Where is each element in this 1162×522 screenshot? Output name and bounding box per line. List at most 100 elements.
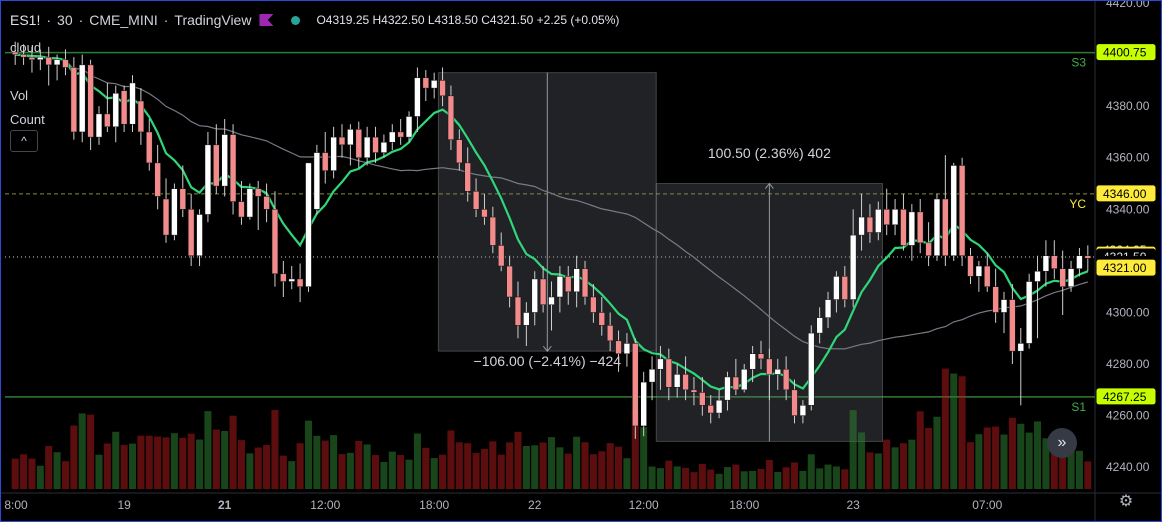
candle-body — [389, 131, 396, 143]
candle-body — [87, 64, 94, 138]
volume-bar — [514, 431, 522, 489]
candle-body — [967, 255, 974, 277]
measure-label: 100.50 (2.36%) 402 — [708, 145, 831, 161]
candle-body — [162, 198, 170, 236]
candle-body — [28, 56, 36, 60]
candle-body — [808, 332, 815, 406]
volume-bar — [45, 446, 53, 489]
volume-bar — [648, 466, 656, 489]
volume-bar — [1008, 417, 1016, 489]
volume-bar — [1025, 432, 1033, 489]
volume-bar — [891, 447, 899, 489]
volume-bar — [841, 469, 849, 489]
volume-bar — [422, 447, 430, 489]
x-tick-label: 23 — [846, 498, 860, 512]
candle-body — [665, 358, 673, 388]
volume-bar — [983, 427, 991, 489]
candle-body — [623, 343, 631, 354]
indicator-count[interactable]: Count — [10, 112, 45, 127]
interval-label[interactable]: 30 — [57, 12, 73, 28]
level-tag-s1: S1 — [1071, 400, 1086, 414]
volume-bar — [447, 430, 455, 489]
candle-body — [456, 139, 463, 164]
x-tick-label: 12:00 — [310, 498, 340, 512]
scroll-to-realtime-button[interactable]: » — [1047, 428, 1077, 458]
x-tick-label: 8:00 — [4, 498, 28, 512]
gear-icon[interactable]: ⚙ — [1118, 493, 1134, 510]
candle-body — [565, 276, 572, 293]
volume-bar — [36, 465, 44, 489]
volume-bar — [78, 413, 86, 489]
y-tick-label: 4280.00 — [1106, 357, 1150, 371]
volume-bar — [782, 467, 790, 489]
candle-body — [556, 276, 564, 298]
volume-bar — [1017, 423, 1025, 489]
y-tick-label: 4300.00 — [1106, 305, 1150, 319]
volume-bar — [237, 440, 245, 489]
x-tick-label: 07:00 — [972, 498, 1002, 512]
candle-body — [841, 276, 848, 300]
volume-bar — [145, 435, 153, 489]
price-label-text: 4346.00 — [1103, 187, 1147, 201]
volume-bar — [355, 440, 363, 489]
volume-bar — [874, 453, 882, 489]
volume-bar — [1042, 438, 1050, 489]
volume-bar — [799, 470, 807, 489]
candle-body — [984, 265, 991, 287]
volume-bar — [539, 442, 547, 489]
candle-body — [62, 59, 69, 68]
volume-bar — [212, 429, 220, 489]
platform-label: TradingView — [174, 12, 252, 28]
level-tag-yc: YC — [1069, 197, 1086, 211]
volume-bar — [757, 468, 765, 489]
candle-body — [942, 198, 949, 256]
candle-body — [171, 188, 178, 236]
volume-bar — [489, 441, 497, 489]
candle-body — [648, 368, 656, 383]
candle-body — [305, 162, 312, 287]
volume-bar — [547, 437, 556, 489]
volume-bar — [53, 452, 61, 489]
x-tick-label: 21 — [218, 498, 232, 512]
volume-bar — [464, 443, 472, 489]
volume-bar — [682, 467, 690, 489]
candle-body — [1034, 270, 1041, 282]
volume-bar — [816, 468, 824, 489]
volume-bar — [397, 455, 405, 489]
volume-bar — [673, 466, 681, 489]
volume-bar — [564, 453, 572, 489]
candle-body — [322, 152, 329, 171]
volume-bar — [346, 452, 354, 489]
volume-bar — [1000, 434, 1008, 489]
volume-bar — [1067, 450, 1075, 489]
measure-arrowhead — [764, 182, 774, 189]
flag-icon[interactable] — [259, 14, 274, 26]
candle-body — [992, 286, 999, 313]
volume-bar — [824, 464, 832, 489]
volume-bar — [405, 459, 413, 489]
candle-body — [330, 136, 337, 171]
volume-bar — [321, 440, 329, 489]
x-tick-label: 12:00 — [629, 498, 659, 512]
symbol-label[interactable]: ES1! — [10, 12, 41, 28]
y-tick-label: 4240.00 — [1106, 460, 1150, 474]
y-tick-label: 4260.00 — [1106, 409, 1150, 423]
candle-body — [824, 299, 832, 318]
volume-bar — [229, 415, 237, 489]
volume-bar — [313, 435, 321, 489]
candle-body — [615, 340, 622, 354]
volume-bar — [430, 458, 438, 489]
indicator-vol[interactable]: Vol — [10, 88, 29, 103]
candle-body — [732, 376, 740, 391]
volume-bar — [640, 427, 648, 489]
collapse-indicators-button[interactable]: ^ — [10, 130, 38, 152]
price-label-box — [1096, 44, 1156, 61]
legend-separator: · — [46, 12, 52, 28]
volume-bar — [698, 463, 706, 489]
volume-bar — [187, 433, 195, 489]
candle-body — [975, 265, 983, 277]
volume-bar — [271, 409, 279, 489]
volume-bar — [221, 430, 229, 489]
indicator-cloud[interactable]: cloud — [10, 40, 42, 55]
